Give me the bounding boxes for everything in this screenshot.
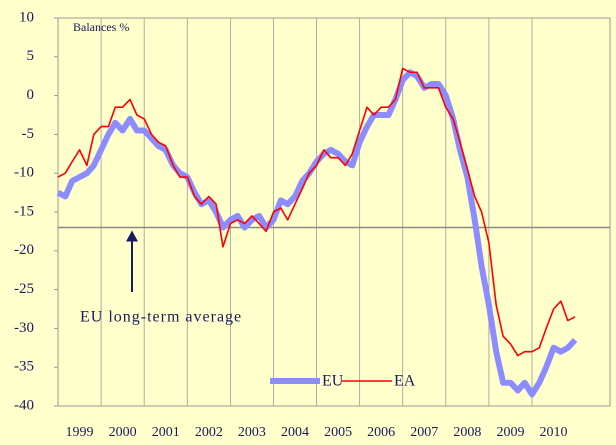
legend-label: EA — [394, 373, 416, 390]
legend-label: EU — [322, 373, 344, 390]
arrow-head — [126, 230, 138, 242]
x-tick-label: 2004 — [281, 425, 309, 440]
x-tick-label: 2001 — [152, 425, 180, 440]
annotation: EU long-term average — [80, 309, 242, 326]
y-tick-label: -25 — [14, 281, 34, 297]
y-tick-label: 10 — [19, 9, 34, 25]
y-tick-label: -20 — [14, 242, 34, 258]
x-tick-label: 1999 — [66, 425, 94, 440]
y-tick-label: -5 — [22, 126, 35, 142]
x-tick-label: 2005 — [324, 425, 352, 440]
series-line — [56, 69, 578, 398]
y-tick-label: -15 — [14, 203, 34, 219]
x-tick-label: 2008 — [453, 425, 481, 440]
x-tick-label: 2007 — [410, 425, 438, 440]
x-tick-label: 2002 — [195, 425, 223, 440]
y-tick-label: 0 — [27, 87, 35, 103]
series-line — [57, 67, 576, 357]
x-tick-label: 2000 — [109, 425, 137, 440]
x-tick-label: 2009 — [496, 425, 524, 440]
y-tick-label: -30 — [14, 320, 34, 336]
y-tick-label: -35 — [14, 359, 34, 375]
y-tick-label: -40 — [14, 397, 34, 413]
x-tick-label: 2003 — [238, 425, 266, 440]
y-tick-label: -10 — [14, 165, 34, 181]
y-tick-label: 5 — [27, 48, 35, 64]
x-tick-label: 2010 — [540, 425, 568, 440]
x-tick-label: 2006 — [367, 425, 395, 440]
